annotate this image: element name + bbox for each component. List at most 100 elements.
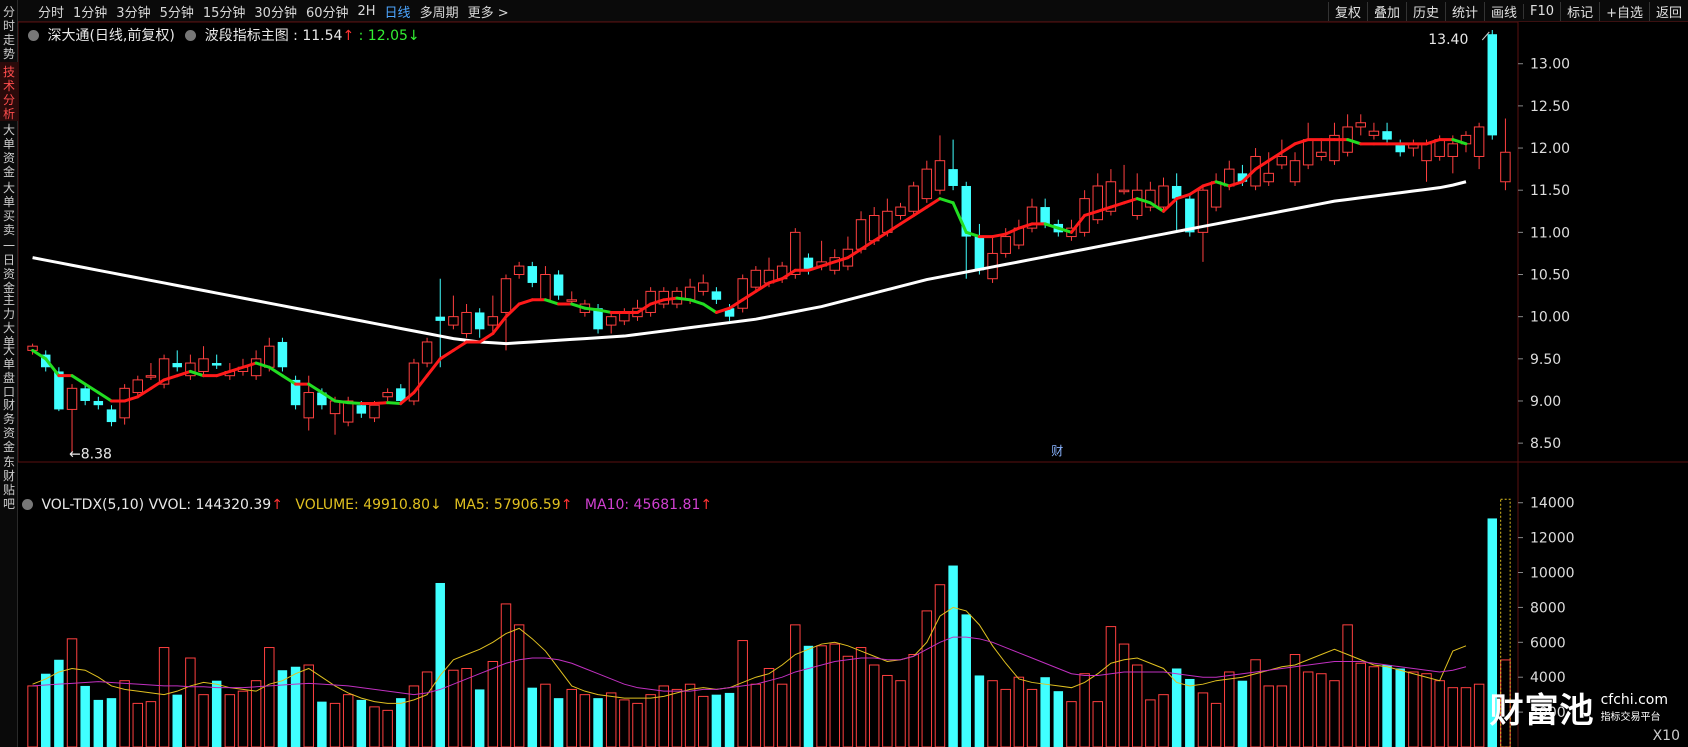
period-tab-0[interactable]: 分时 — [38, 5, 65, 21]
up-arrow-icon: ↑ — [271, 497, 283, 513]
volume-tick-label: 8000 — [1530, 600, 1566, 616]
period-tab-7[interactable]: 2H — [357, 3, 376, 19]
indicator-settings-icon[interactable] — [185, 30, 197, 41]
volume-bar-up — [987, 680, 998, 747]
volume-bar-up — [185, 657, 196, 747]
tool-button-3[interactable]: 统计 — [1445, 1, 1484, 21]
wave-line-segment — [767, 277, 784, 285]
candle-body-up — [855, 219, 867, 250]
volume-bar-up — [698, 695, 709, 747]
wave-line-segment — [307, 382, 324, 395]
volume-bar-up — [1289, 654, 1301, 747]
sidebar-item-4[interactable]: 一日资金 — [2, 239, 15, 295]
volume-bar-up — [1276, 685, 1288, 747]
volume-bar-up — [1000, 688, 1011, 747]
volume-bar-up — [750, 683, 762, 747]
wave-line-segment — [859, 239, 876, 251]
candle-body-up — [934, 160, 946, 191]
wave-line-segment — [70, 374, 87, 386]
wave-line-segment — [964, 230, 981, 239]
volume-bar-down — [711, 694, 722, 747]
candle-body-down — [948, 169, 958, 186]
candle-body-up — [566, 299, 577, 302]
volume-bar-up — [566, 688, 577, 747]
tool-button-0[interactable]: 复权 — [1327, 1, 1367, 21]
sidebar-item-6[interactable]: 大单盘口 — [2, 343, 15, 399]
wave-line-segment — [701, 302, 718, 314]
period-tab-2[interactable]: 3分钟 — [116, 5, 151, 21]
wave-line-segment — [83, 382, 100, 395]
volume-bar-up — [842, 655, 854, 747]
wave-line-segment — [504, 302, 521, 319]
sidebar-item-1[interactable]: 技术分析 — [0, 62, 18, 121]
wave-line-segment — [175, 369, 192, 378]
period-tab-3[interactable]: 5分钟 — [159, 5, 194, 21]
volume-bar-up — [198, 694, 209, 747]
volume-bar-down — [803, 645, 814, 747]
candle-body-up — [1250, 155, 1261, 187]
high-pointer — [1481, 31, 1490, 41]
wave-line-segment — [714, 306, 732, 314]
period-tab-6[interactable]: 60分钟 — [305, 5, 349, 21]
volume-settings-icon[interactable] — [22, 499, 33, 510]
tool-button-5[interactable]: F10 — [1523, 3, 1560, 19]
candle-body-up — [487, 316, 499, 326]
wave-line-segment — [1017, 222, 1034, 230]
volume-bar-up — [1026, 688, 1038, 747]
candle-body-up — [119, 387, 130, 419]
candle-body-up — [461, 311, 472, 335]
volume-bar-up — [895, 680, 906, 747]
wave-line-segment — [951, 201, 968, 234]
up-arrow-icon: ↑ — [700, 497, 713, 513]
period-tab-4[interactable]: 15分钟 — [202, 5, 246, 21]
wave-line-segment — [123, 395, 140, 403]
chart-tools: 复权 叠加 历史 统计 画线 F10 标记 +自选 返回 — [1327, 0, 1688, 22]
volume-bar-up — [66, 638, 78, 747]
candle-body-up — [198, 358, 209, 372]
sidebar-item-3[interactable]: 大单买卖 — [2, 181, 15, 237]
period-tab-8[interactable]: 日线 — [384, 5, 411, 21]
wave-line-segment — [96, 391, 113, 403]
volume-tick-label: 2000 — [1530, 705, 1566, 721]
sidebar-item-8[interactable]: 东财贴吧 — [2, 455, 15, 511]
volume-bar-up — [342, 694, 354, 747]
tool-button-7[interactable]: +自选 — [1599, 1, 1649, 21]
period-tab-9[interactable]: 多周期 — [419, 5, 459, 21]
volume-bar-up — [1316, 673, 1327, 747]
wave-line-segment — [44, 357, 61, 378]
candle-body-up — [1092, 185, 1103, 221]
sidebar-item-5[interactable]: 主力大单 — [2, 293, 15, 349]
candle-body-down — [474, 312, 485, 330]
tool-button-4[interactable]: 画线 — [1484, 1, 1523, 21]
sidebar-item-7[interactable]: 财务资金 — [2, 398, 15, 454]
candle-body-up — [303, 392, 314, 419]
tool-button-8[interactable]: 返回 — [1648, 1, 1688, 21]
volume-bar-up — [369, 706, 380, 747]
wave-line-segment — [399, 391, 416, 406]
tool-button-1[interactable]: 叠加 — [1366, 1, 1406, 21]
finance-marker: 财 — [1051, 444, 1063, 458]
tool-button-2[interactable]: 历史 — [1405, 1, 1445, 21]
sidebar-item-2[interactable]: 大单资金 — [2, 123, 15, 179]
volume-bar-down — [356, 699, 367, 747]
settings-icon[interactable] — [28, 30, 39, 41]
wave-line-segment — [254, 361, 271, 369]
wave-line-segment — [149, 378, 166, 390]
candle-body-up — [145, 375, 157, 378]
volume-bar-up — [645, 694, 656, 747]
tool-button-6[interactable]: 标记 — [1560, 1, 1599, 21]
down-arrow-icon: ↓ — [407, 28, 420, 44]
period-tab-5[interactable]: 30分钟 — [254, 5, 297, 21]
volume-bar-up — [816, 645, 827, 747]
price-tick-label: 10.00 — [1530, 310, 1570, 326]
period-tab-1[interactable]: 1分钟 — [73, 5, 108, 21]
volume-bar-up — [684, 683, 696, 747]
price-tick-label: 12.00 — [1530, 141, 1570, 157]
sidebar-item-0[interactable]: 分时走势 — [2, 5, 15, 61]
volume-bar-down — [1171, 668, 1182, 747]
kline-chart[interactable]: 13.00 12.50 12.00 11.50 11.00 10.50 10.00 9.50 9… — [18, 22, 1688, 747]
volume-bar-down — [93, 699, 104, 747]
volume-bar-up — [1197, 692, 1209, 747]
period-tab-10[interactable]: 更多 > — [467, 5, 509, 21]
candle-body-up — [1316, 151, 1327, 157]
